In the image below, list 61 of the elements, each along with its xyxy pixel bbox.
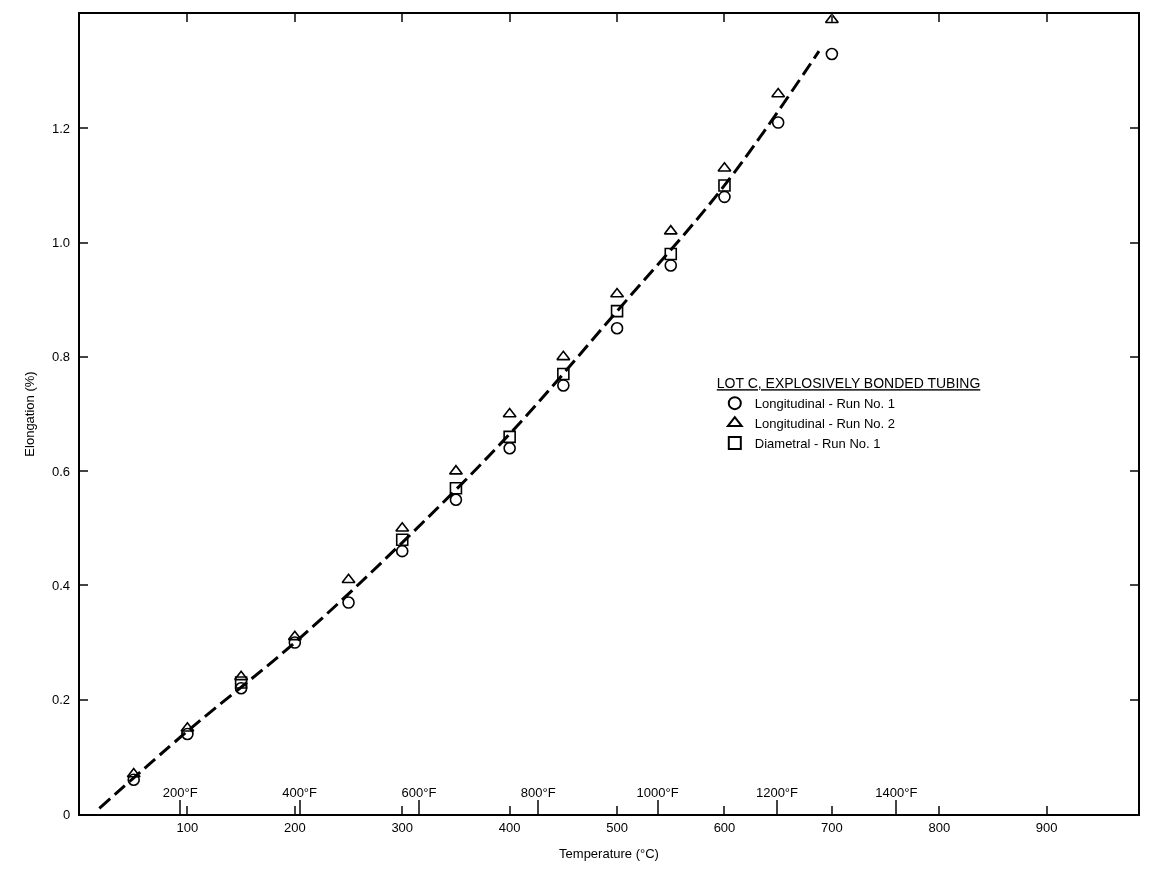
- point: [126, 767, 141, 778]
- point: [449, 481, 463, 495]
- point: [503, 441, 516, 455]
- point: [664, 247, 678, 261]
- x2-tick-label: 200°F: [162, 785, 198, 800]
- point: [556, 350, 571, 361]
- y-tick-label: 0: [63, 807, 71, 822]
- y-tick-label: 0.2: [52, 692, 71, 707]
- point: [449, 493, 463, 507]
- x-tick-label: 900: [1035, 819, 1058, 835]
- point: [825, 47, 839, 61]
- x2-tick-label: 1400°F: [875, 785, 918, 800]
- point: [127, 773, 141, 787]
- point: [395, 533, 409, 547]
- x-axis-title: Temperature (°C): [559, 845, 659, 861]
- x-tick-label: 700: [821, 819, 843, 835]
- y-tick-label: 0.8: [52, 349, 71, 364]
- point: [234, 676, 248, 689]
- x-tick-label: 800: [928, 819, 951, 835]
- x2-tick-label: 1200°F: [755, 785, 799, 800]
- y-tick-label: 0.6: [52, 464, 71, 479]
- x2-tick-label: 600°F: [401, 785, 437, 800]
- point: [718, 190, 731, 204]
- point: [234, 681, 248, 695]
- x-tick-label: 300: [391, 819, 414, 835]
- x-tick-label: 600: [713, 819, 736, 835]
- x-tick-label: 400: [498, 819, 521, 835]
- point: [288, 636, 302, 649]
- point: [610, 321, 624, 335]
- y-tick-label: 0.4: [52, 578, 71, 593]
- point: [557, 367, 570, 381]
- y-axis-title: Elongation (%): [22, 371, 38, 457]
- point: [663, 224, 678, 235]
- point: [771, 87, 786, 98]
- point: [664, 259, 678, 272]
- point: [502, 407, 517, 418]
- y-tick-label: 1.0: [52, 235, 71, 250]
- point: [395, 521, 410, 532]
- x-tick-label: 100: [176, 819, 199, 835]
- point: [181, 727, 194, 741]
- point: [342, 596, 355, 609]
- point: [503, 430, 516, 444]
- x-tick-label: 200: [283, 819, 306, 835]
- point: [717, 161, 732, 172]
- point: [718, 179, 731, 192]
- legend-label: Longitudinal - Run No. 2: [754, 416, 895, 432]
- x2-tick-label: 400°F: [282, 785, 318, 800]
- point: [557, 379, 570, 392]
- point: [771, 116, 785, 129]
- point: [610, 304, 624, 318]
- point: [180, 721, 195, 732]
- x-tick-label: 500: [606, 819, 628, 835]
- legend-title: LOT C, EXPLOSIVELY BONDED TUBING: [716, 375, 981, 392]
- point: [341, 573, 356, 584]
- legend-label: Diametral - Run No. 1: [754, 436, 881, 452]
- point: [287, 630, 302, 641]
- point: [395, 544, 409, 558]
- x2-tick-label: 1000°F: [636, 785, 679, 800]
- legend-label: Longitudinal - Run No. 1: [754, 396, 895, 412]
- x2-tick-label: 800°F: [520, 785, 556, 800]
- y-tick-label: 1.2: [52, 121, 71, 136]
